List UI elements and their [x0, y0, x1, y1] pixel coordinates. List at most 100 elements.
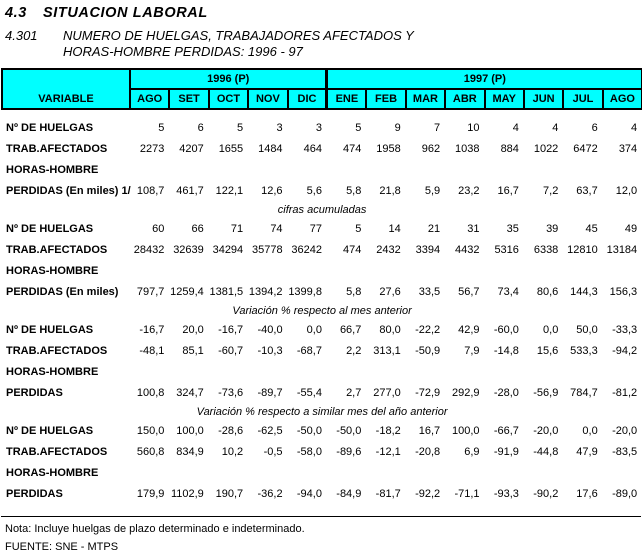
row-label: TRAB.AFECTADOS — [6, 142, 108, 155]
value-cell: 2,2 — [346, 344, 362, 357]
value-cell — [288, 361, 327, 382]
row-label: Nº DE HUELGAS — [6, 121, 94, 134]
value-cell: 74 — [270, 222, 283, 235]
data-row: Nº DE HUELGAS -16,7 20,0 -16,7 -40,0 0,0 66,7 8… — [2, 319, 642, 340]
value-cell — [209, 462, 248, 483]
value-cell: 797,7 — [136, 285, 165, 298]
row-label: TRAB.AFECTADOS — [6, 445, 108, 458]
row-label: Nº DE HUELGAS — [6, 323, 94, 336]
spacer-cell — [2, 109, 642, 117]
value-cell: 5 — [158, 121, 165, 134]
value-cell: -40,0 — [257, 323, 283, 336]
value-cell — [209, 260, 248, 281]
value-cell: -94,2 — [612, 344, 638, 357]
month-header-cell: SET — [168, 88, 210, 110]
value-cell — [366, 462, 405, 483]
section-caption-row: Variación % respecto a similar mes del a… — [2, 403, 642, 420]
value-cell — [248, 361, 287, 382]
value-cell — [406, 159, 445, 180]
value-cell: 1958 — [376, 142, 401, 155]
value-cell: -18,2 — [375, 424, 401, 437]
value-cell: -71,1 — [454, 487, 480, 500]
value-cell — [327, 260, 366, 281]
data-row: PERDIDAS 100,8 324,7 -73,6 -89,7 -55,4 2,7 277,… — [2, 382, 642, 403]
value-cell: 6472 — [573, 142, 598, 155]
row-label: PERDIDAS (En miles) 1/ — [6, 184, 131, 197]
section-caption: cifras acumuladas — [277, 203, 367, 216]
value-cell: -36,2 — [257, 487, 283, 500]
footnote: Nota: Incluye huelgas de plazo determina… — [5, 523, 305, 535]
table-heading: 4.301 NUMERO DE HUELGAS, TRABAJADORES AF… — [5, 28, 641, 60]
section-title: SITUACION LABORAL — [42, 5, 208, 21]
value-cell: -48,1 — [139, 344, 165, 357]
value-cell — [130, 260, 169, 281]
value-cell: 85,1 — [182, 344, 204, 357]
value-cell: 1655 — [218, 142, 244, 155]
table-header: VARIABLE 1996 (P) 1997 (P) AGO SET OCT NOV DIC E… — [1, 68, 642, 110]
value-cell: 66 — [191, 222, 204, 235]
value-cell — [563, 361, 602, 382]
value-cell: 292,9 — [452, 386, 480, 399]
value-cell: -22,2 — [415, 323, 441, 336]
value-cell: 7,2 — [543, 184, 559, 197]
row-label: Nº DE HUELGAS — [6, 222, 94, 235]
footer-divider — [1, 516, 641, 517]
month-header-cell: MAR — [404, 88, 447, 110]
value-cell: 73,4 — [497, 285, 519, 298]
value-cell: 122,1 — [215, 184, 244, 197]
value-cell: 100,0 — [176, 424, 204, 437]
value-cell: 4207 — [179, 142, 204, 155]
data-row: HORAS-HOMBRE — [2, 260, 642, 281]
value-cell: -93,3 — [493, 487, 519, 500]
value-cell: 156,3 — [609, 285, 638, 298]
value-cell: 47,9 — [576, 445, 598, 458]
statistics-table: VARIABLE 1996 (P) 1997 (P) AGO SET OCT NOV DIC E… — [1, 68, 642, 504]
value-cell: 34294 — [212, 243, 244, 256]
value-cell: -89,7 — [257, 386, 283, 399]
section-caption: Variación % respecto a similar mes del a… — [196, 405, 448, 418]
value-cell — [366, 260, 405, 281]
value-cell: 80,6 — [536, 285, 559, 298]
value-cell — [406, 462, 445, 483]
row-label: HORAS-HOMBRE — [6, 365, 99, 378]
value-cell: 17,6 — [576, 487, 598, 500]
value-cell — [209, 159, 248, 180]
value-cell: -33,3 — [612, 323, 638, 336]
value-cell: -20,8 — [415, 445, 441, 458]
row-label: HORAS-HOMBRE — [6, 264, 99, 277]
value-cell: 0,0 — [306, 323, 322, 336]
variable-header-cell: VARIABLE — [1, 68, 131, 110]
value-cell: 36242 — [291, 243, 322, 256]
value-cell: 27,6 — [379, 285, 401, 298]
value-cell: -0,5 — [263, 445, 283, 458]
value-cell: 150,0 — [136, 424, 165, 437]
value-cell: 31 — [467, 222, 480, 235]
value-cell: -12,1 — [375, 445, 401, 458]
value-cell: 60 — [152, 222, 165, 235]
month-header-cell: JUN — [522, 88, 565, 110]
value-cell: 4432 — [455, 243, 480, 256]
value-cell: -89,0 — [612, 487, 638, 500]
section-caption: Variación % respecto al mes anterior — [232, 304, 412, 317]
value-cell — [130, 462, 169, 483]
data-row: Nº DE HUELGAS 60 66 71 74 77 5 14 21 31 35 39 45 49 — [2, 218, 642, 239]
value-cell — [445, 361, 484, 382]
value-cell — [445, 462, 484, 483]
value-cell: 12,0 — [615, 184, 638, 197]
value-cell — [288, 462, 327, 483]
row-label: PERDIDAS — [6, 386, 63, 399]
value-cell: 21 — [427, 222, 441, 235]
month-header-cell: FEB — [365, 88, 407, 110]
month-header-cell: OCT — [207, 88, 250, 110]
value-cell — [485, 361, 524, 382]
value-cell: 66,7 — [339, 323, 362, 336]
value-cell: 9 — [394, 121, 401, 134]
value-cell: 5 — [237, 121, 244, 134]
value-cell: -50,0 — [336, 424, 362, 437]
value-cell: -44,8 — [533, 445, 559, 458]
data-row: PERDIDAS 179,9 1102,9 190,7 -36,2 -94,0 -84,9-… — [2, 483, 642, 504]
value-cell: 0,0 — [543, 323, 559, 336]
value-cell — [327, 159, 366, 180]
month-header-cell: DIC — [286, 88, 328, 110]
value-cell: 1022 — [533, 142, 559, 155]
